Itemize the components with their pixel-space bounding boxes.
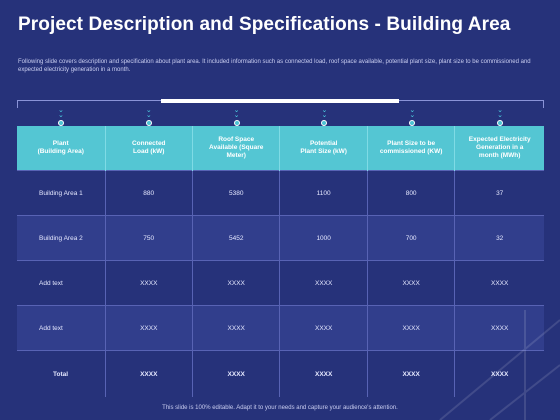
table-cell: 1100 xyxy=(279,170,368,216)
table-cell: XXXX xyxy=(104,305,193,351)
double-chevron-down-icon: ⌄ ⌄ xyxy=(57,107,64,119)
table-cell: 5380 xyxy=(191,170,280,216)
table-cell: Add text xyxy=(17,305,105,351)
column-header-2: Connected Load (kW) xyxy=(104,126,193,171)
table-cell: XXXX xyxy=(279,350,368,397)
table-cell: 700 xyxy=(366,215,455,261)
top-accent-bar xyxy=(161,99,399,103)
marker-dot xyxy=(145,120,152,126)
table-cell: 5452 xyxy=(191,215,280,261)
column-header-1: Plant (Building Area) xyxy=(17,126,105,171)
table-cell: XXXX xyxy=(279,305,368,351)
column-marker: ⌄ ⌄ xyxy=(56,107,66,126)
page-title: Project Description and Specifications -… xyxy=(18,14,511,35)
decorative-lines-graphic xyxy=(439,310,560,420)
table-cell: XXXX xyxy=(279,260,368,306)
column-marker: ⌄ ⌄ xyxy=(232,107,242,126)
column-marker: ⌄ ⌄ xyxy=(407,107,417,126)
table-cell: 37 xyxy=(454,170,544,216)
table-row: Building Area 2 750 5452 1000 700 32 xyxy=(17,215,544,261)
column-marker: ⌄ ⌄ xyxy=(495,107,505,126)
table-header-row: Plant (Building Area) Connected Load (kW) Ro… xyxy=(17,126,544,171)
table-body: Building Area 1 880 5380 1100 800 37 Building … xyxy=(17,170,544,397)
table-cell: 32 xyxy=(454,215,544,261)
double-chevron-down-icon: ⌄ ⌄ xyxy=(145,107,152,119)
column-marker: ⌄ ⌄ xyxy=(144,107,154,126)
column-marker: ⌄ ⌄ xyxy=(319,107,329,126)
marker-dot xyxy=(57,120,64,126)
double-chevron-down-icon: ⌄ ⌄ xyxy=(233,107,240,119)
column-header-3: Roof Space Available (Square Meter) xyxy=(191,126,280,171)
column-header-6: Expected Electricity Generation in a month… xyxy=(454,126,544,171)
table-total-row: Total XXXX XXXX XXXX XXXX XXXX xyxy=(17,350,544,397)
marker-dot xyxy=(233,120,240,126)
table-cell: Total xyxy=(17,350,105,397)
table-cell: Add text xyxy=(17,260,105,306)
table-cell: XXXX xyxy=(366,305,455,351)
column-header-5: Plant Size to be commissioned (KW) xyxy=(366,126,455,171)
table-cell: 800 xyxy=(366,170,455,216)
table-cell: XXXX xyxy=(104,350,193,397)
double-chevron-down-icon: ⌄ ⌄ xyxy=(321,107,328,119)
table-cell: XXXX xyxy=(366,350,455,397)
table-cell: XXXX xyxy=(454,350,544,397)
double-chevron-down-icon: ⌄ ⌄ xyxy=(497,107,504,119)
table-cell: Building Area 1 xyxy=(17,170,105,216)
table-row: Building Area 1 880 5380 1100 800 37 xyxy=(17,170,544,216)
marker-dot xyxy=(321,120,328,126)
table-row: Add text XXXX XXXX XXXX XXXX XXXX xyxy=(17,305,544,351)
table-cell: XXXX xyxy=(191,305,280,351)
table-cell: Building Area 2 xyxy=(17,215,105,261)
table-cell: XXXX xyxy=(366,260,455,306)
double-chevron-down-icon: ⌄ ⌄ xyxy=(409,107,416,119)
slide-description: Following slide covers description and s… xyxy=(18,59,531,73)
specification-table: Plant (Building Area) Connected Load (kW) Ro… xyxy=(17,126,544,397)
table-cell: XXXX xyxy=(454,305,544,351)
table-cell: XXXX xyxy=(191,260,280,306)
table-cell: 1000 xyxy=(279,215,368,261)
marker-dot xyxy=(497,120,504,126)
table-cell: 750 xyxy=(104,215,193,261)
table-cell: 880 xyxy=(104,170,193,216)
footer-note: This slide is 100% editable. Adapt it to… xyxy=(162,405,398,411)
column-header-4: Potential Plant Size (kW) xyxy=(279,126,368,171)
table-cell: XXXX xyxy=(454,260,544,306)
column-markers: ⌄ ⌄ ⌄ ⌄ ⌄ ⌄ ⌄ ⌄ ⌄ ⌄ ⌄ ⌄ xyxy=(17,107,544,128)
table-cell: XXXX xyxy=(104,260,193,306)
table-row: Add text XXXX XXXX XXXX XXXX XXXX xyxy=(17,260,544,306)
table-cell: XXXX xyxy=(191,350,280,397)
marker-dot xyxy=(409,120,416,126)
